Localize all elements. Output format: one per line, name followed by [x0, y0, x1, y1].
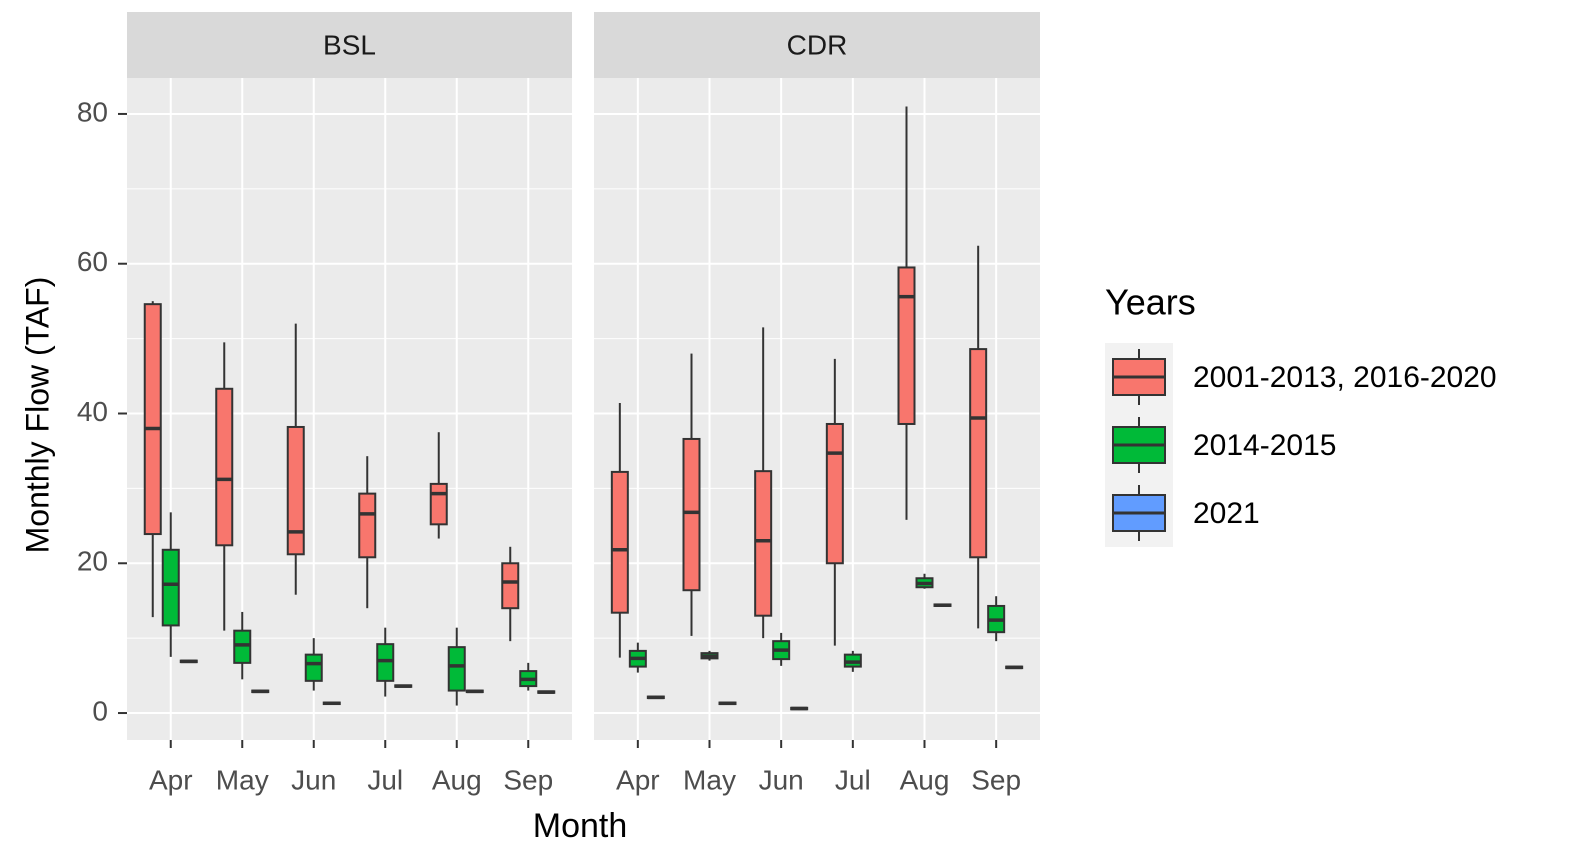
- box: [304, 653, 323, 682]
- box: [969, 348, 988, 559]
- legend-label: 2001-2013, 2016-2020: [1193, 361, 1497, 394]
- box: [376, 643, 395, 682]
- x-tick-label: Jul: [835, 764, 871, 795]
- x-tick-label: Sep: [503, 764, 553, 795]
- x-tick-label: Apr: [149, 764, 193, 795]
- x-axis-label: Month: [533, 807, 628, 845]
- panel: [127, 78, 572, 740]
- box: [682, 437, 701, 592]
- box: [286, 425, 305, 556]
- box: [233, 629, 252, 664]
- x-tick-label: May: [683, 764, 736, 795]
- facet-title: BSL: [323, 29, 376, 60]
- box: [825, 422, 844, 565]
- x-tick-label: Apr: [616, 764, 660, 795]
- x-tick-label: Jun: [759, 764, 804, 795]
- legend-label: 2021: [1193, 497, 1260, 530]
- x-tick-label: Jul: [367, 764, 403, 795]
- x-tick-label: Sep: [971, 764, 1021, 795]
- y-axis-label: Monthly Flow (TAF): [19, 277, 55, 554]
- box: [610, 470, 629, 614]
- box: [215, 387, 234, 547]
- box: [143, 303, 162, 536]
- strip: [127, 12, 572, 78]
- legend-title: Years: [1105, 282, 1196, 323]
- box: [161, 548, 180, 627]
- facet-title: CDR: [787, 29, 848, 60]
- legend-label: 2014-2015: [1193, 429, 1336, 462]
- y-tick-label: 60: [77, 246, 108, 277]
- box: [501, 562, 520, 610]
- x-tick-label: Aug: [900, 764, 950, 795]
- y-tick-label: 40: [77, 396, 108, 427]
- box: [429, 482, 448, 526]
- box: [754, 470, 773, 617]
- y-tick-label: 0: [92, 695, 108, 726]
- x-tick-label: May: [216, 764, 269, 795]
- box: [358, 492, 377, 559]
- x-tick-label: Jun: [291, 764, 336, 795]
- y-tick-label: 20: [77, 546, 108, 577]
- y-tick-label: 80: [77, 96, 108, 127]
- x-tick-label: Aug: [432, 764, 482, 795]
- strip: [594, 12, 1040, 78]
- box: [447, 646, 466, 692]
- box: [897, 266, 916, 425]
